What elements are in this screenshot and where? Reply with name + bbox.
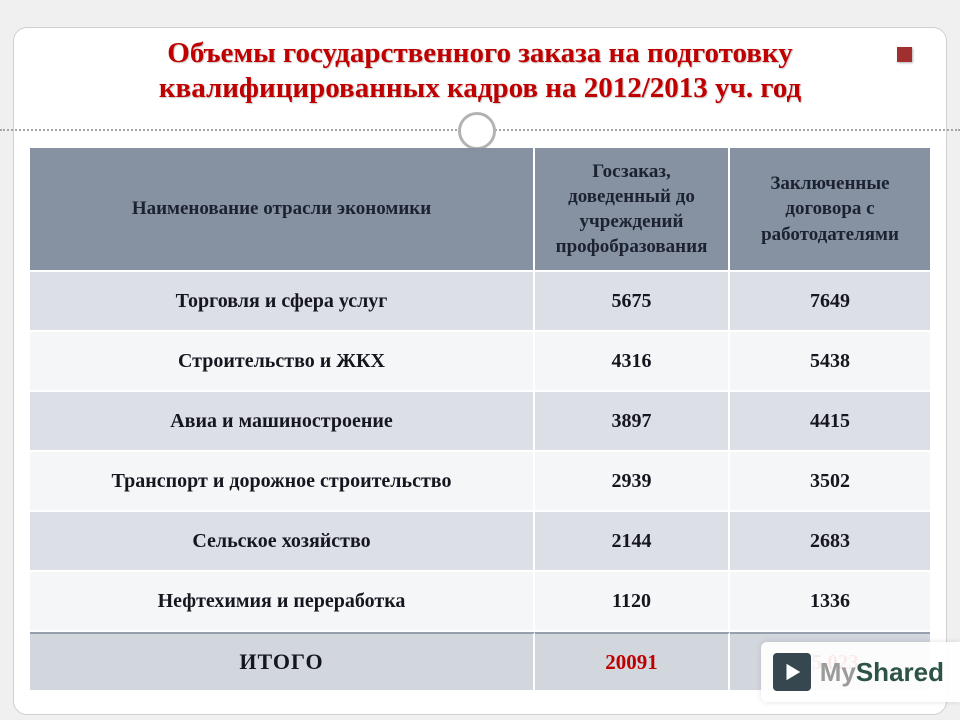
table-row-gosorder: 4316	[535, 332, 730, 392]
myshared-wordmark-my: My	[819, 656, 856, 687]
table-row-contracts: 3502	[730, 452, 930, 512]
total-row-gosorder: 20091	[535, 632, 730, 692]
table-row-industry: Нефтехимия и переработка	[30, 572, 535, 632]
table-row-industry: Авиа и машиностроение	[30, 392, 535, 452]
table-row-industry: Сельское хозяйство	[30, 512, 535, 572]
accent-square	[897, 47, 912, 62]
table-row-gosorder: 5675	[535, 272, 730, 332]
table-row-industry: Транспорт и дорожное строительство	[30, 452, 535, 512]
col-header-gosorder: Госзаказ, доведенный до учреждений профо…	[535, 148, 730, 272]
myshared-wordmark-shared: Shared	[855, 656, 944, 687]
myshared-watermark[interactable]: MyShared	[760, 642, 960, 702]
slide-title-line2: квалифицированных кадров на 2012/2013 уч…	[158, 72, 802, 105]
table-row-contracts: 7649	[730, 272, 930, 332]
table-row-contracts: 2683	[730, 512, 930, 572]
myshared-wordmark: MyShared	[820, 657, 944, 688]
col-header-contracts: Заключенные договора с работодателями	[730, 148, 930, 272]
state-order-table: Наименование отрасли экономики Госзаказ,…	[30, 148, 930, 692]
table-row-gosorder: 2144	[535, 512, 730, 572]
table-row-gosorder: 2939	[535, 452, 730, 512]
total-row-label: ИТОГО	[30, 632, 535, 692]
table-row-gosorder: 1120	[535, 572, 730, 632]
table-row-industry: Торговля и сфера услуг	[30, 272, 535, 332]
myshared-logo-icon	[772, 653, 811, 691]
slide-title-line1: Объемы государственного заказа на подгот…	[167, 37, 793, 69]
divider-circle-ornament	[458, 112, 496, 150]
table-row-industry: Строительство и ЖКХ	[30, 332, 535, 392]
table-row-contracts: 1336	[730, 572, 930, 632]
col-header-industry: Наименование отрасли экономики	[30, 148, 535, 272]
table-row-gosorder: 3897	[535, 392, 730, 452]
table-row-contracts: 5438	[730, 332, 930, 392]
table-row-contracts: 4415	[730, 392, 930, 452]
slide-title: Объемы государственного заказа на подгот…	[50, 36, 910, 107]
